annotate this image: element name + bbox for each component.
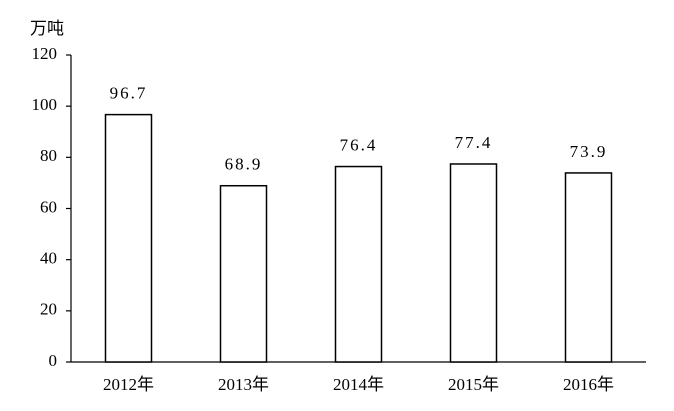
bar xyxy=(449,163,498,363)
x-tick-label: 2013年 xyxy=(218,375,269,394)
x-tick-label: 2015年 xyxy=(448,375,499,394)
y-tick-label: 20 xyxy=(40,300,57,319)
y-tick-label: 60 xyxy=(40,197,57,216)
data-label: 68.9 xyxy=(225,155,263,174)
bar xyxy=(219,184,268,363)
y-tick-label: 0 xyxy=(49,351,58,370)
y-tick-label: 80 xyxy=(40,146,57,165)
bar xyxy=(564,172,613,363)
x-tick-label: 2012年 xyxy=(103,375,154,394)
y-axis-label: 万吨 xyxy=(30,19,64,38)
x-tick-label: 2016年 xyxy=(563,375,614,394)
bar xyxy=(334,165,383,363)
data-label: 96.7 xyxy=(110,84,148,103)
data-label: 76.4 xyxy=(340,135,378,154)
x-tick-label: 2014年 xyxy=(333,375,384,394)
y-tick-label: 40 xyxy=(40,249,57,268)
bar xyxy=(104,113,153,363)
y-tick-label: 100 xyxy=(32,95,58,114)
data-label: 77.4 xyxy=(455,133,493,152)
data-label: 73.9 xyxy=(570,142,608,161)
y-tick-label: 120 xyxy=(32,44,58,63)
